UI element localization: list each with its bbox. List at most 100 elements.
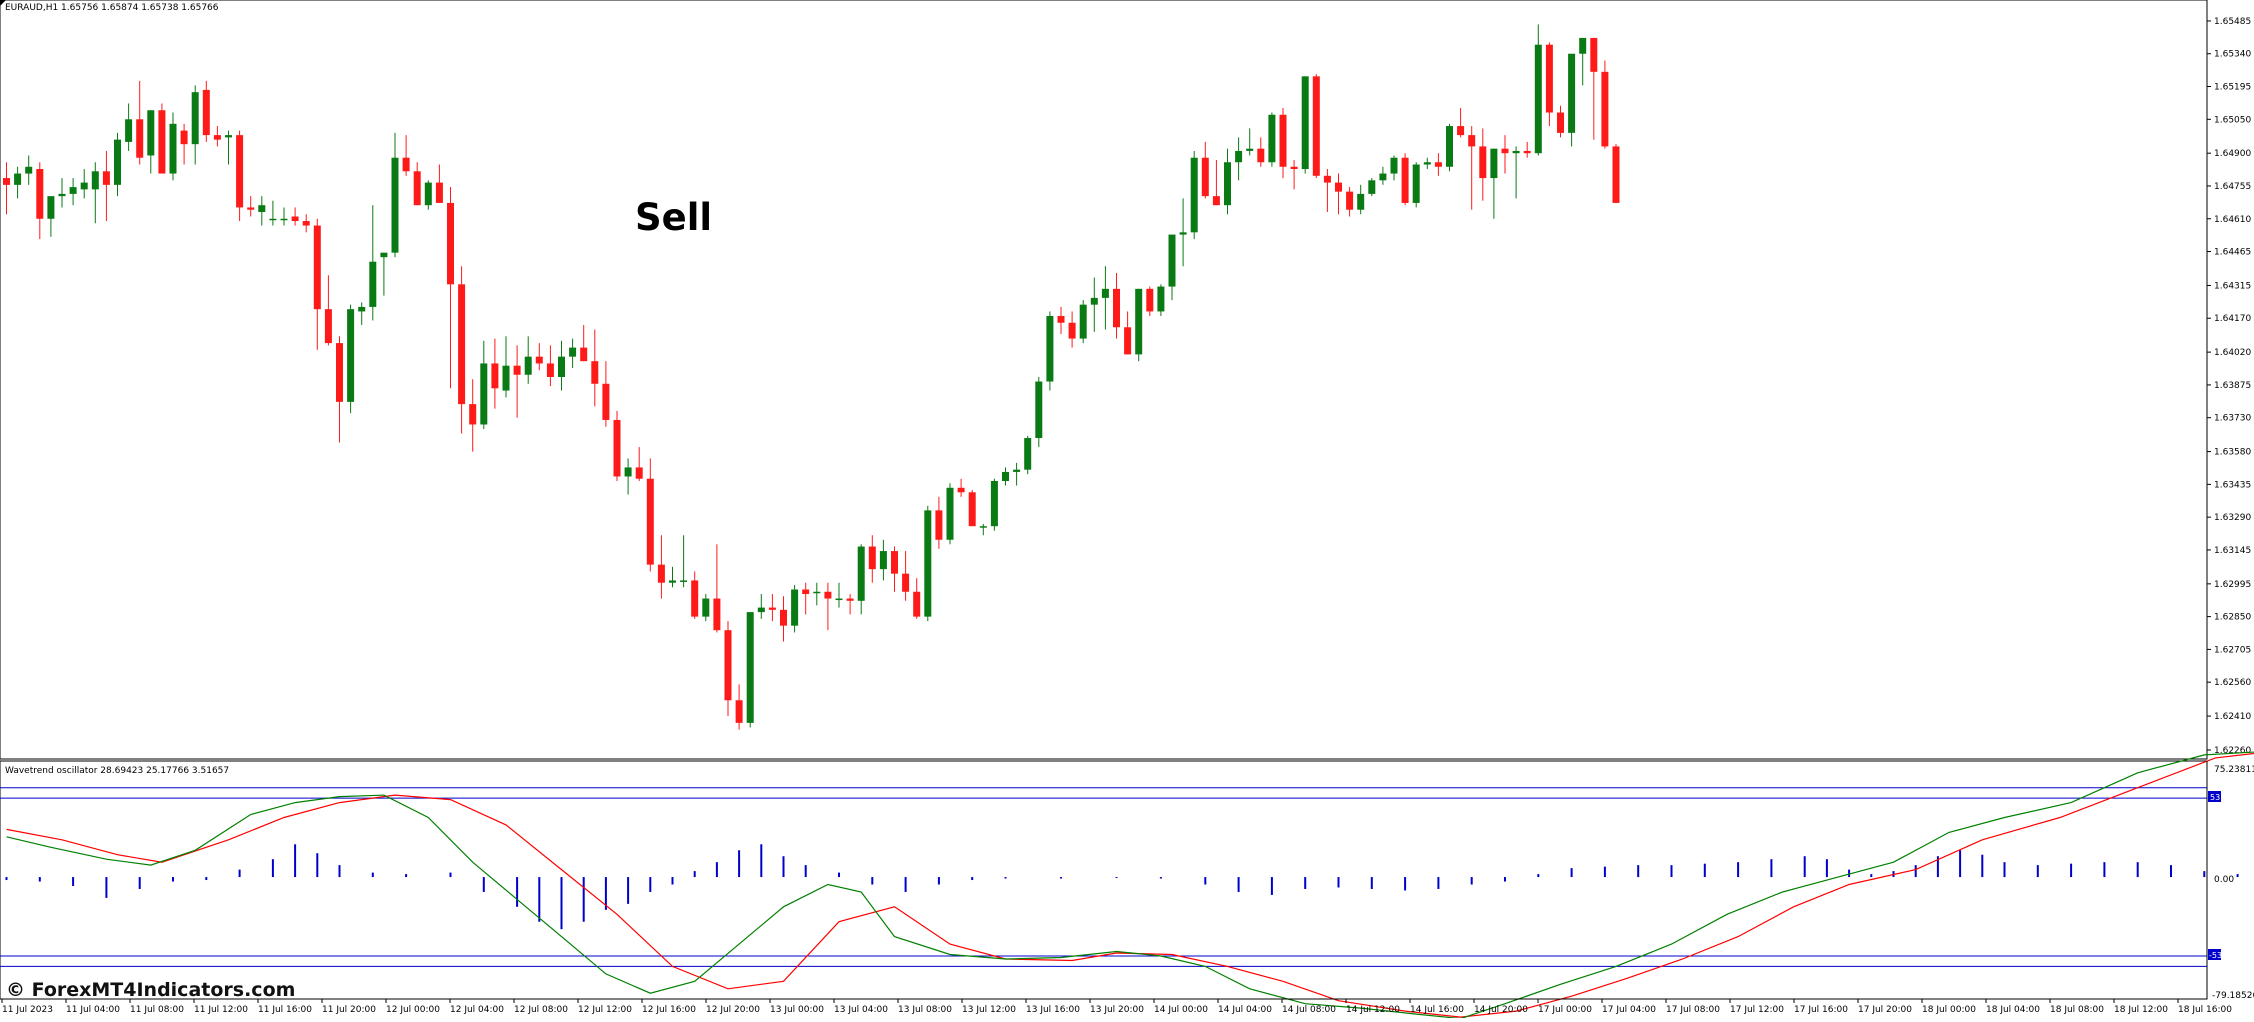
osc-histogram-bar xyxy=(694,871,696,877)
osc-histogram-bar xyxy=(1504,877,1506,881)
candle-body xyxy=(491,363,498,388)
osc-histogram-bar xyxy=(738,850,740,877)
time-axis-label: 17 Jul 16:00 xyxy=(1794,1005,1848,1015)
osc-histogram-bar xyxy=(971,877,973,880)
candle-body xyxy=(1579,38,1586,54)
candle-body xyxy=(247,207,254,209)
osc-histogram-bar xyxy=(783,856,785,877)
price-axis-label: 1.63290 xyxy=(2214,513,2251,523)
osc-histogram-bar xyxy=(1537,874,1539,877)
candle-body xyxy=(1113,289,1120,327)
candle-body xyxy=(1235,151,1242,162)
candle-body xyxy=(480,363,487,424)
candle-body xyxy=(347,309,354,402)
time-axis-label: 17 Jul 00:00 xyxy=(1538,1005,1592,1015)
candle-body xyxy=(902,574,909,592)
candle-body xyxy=(1035,382,1042,439)
candle-body xyxy=(114,140,121,185)
candle-body xyxy=(1391,158,1398,174)
price-axis-label: 1.65340 xyxy=(2214,50,2251,60)
osc-histogram-bar xyxy=(1571,868,1573,877)
candle xyxy=(947,483,954,544)
time-axis-label: 11 Jul 12:00 xyxy=(194,1005,248,1015)
candle-body xyxy=(1535,45,1542,154)
candle xyxy=(791,585,798,632)
candle-body xyxy=(1069,323,1076,339)
candle-body xyxy=(824,592,831,599)
osc-histogram-bar xyxy=(1870,874,1872,877)
candle-body xyxy=(758,608,765,613)
osc-histogram-bar xyxy=(483,877,485,892)
candle-body xyxy=(514,366,521,375)
price-axis-label: 1.63435 xyxy=(2214,480,2251,490)
time-axis-label: 13 Jul 16:00 xyxy=(1026,1005,1080,1015)
candle-body xyxy=(913,592,920,617)
time-axis-label: 12 Jul 12:00 xyxy=(578,1005,632,1015)
candle xyxy=(1135,289,1142,361)
time-axis-label: 12 Jul 04:00 xyxy=(450,1005,504,1015)
candle-body xyxy=(991,481,998,526)
candle-body xyxy=(1091,298,1098,305)
price-axis-label: 1.63730 xyxy=(2214,414,2251,424)
price-axis-label: 1.62410 xyxy=(2214,712,2251,722)
candle xyxy=(969,490,976,526)
time-axis-label: 13 Jul 20:00 xyxy=(1090,1005,1144,1015)
candle-body xyxy=(1546,45,1553,113)
candle-body xyxy=(469,404,476,424)
candle-body xyxy=(203,90,210,135)
osc-histogram-bar xyxy=(1671,865,1673,877)
candle-body xyxy=(658,565,665,583)
candle xyxy=(1413,162,1420,207)
candle-body xyxy=(136,119,143,157)
time-axis-label: 14 Jul 00:00 xyxy=(1154,1005,1208,1015)
time-axis-label: 11 Jul 2023 xyxy=(2,1005,53,1015)
candle-body xyxy=(791,589,798,625)
candle xyxy=(1568,54,1575,147)
osc-histogram-bar xyxy=(72,877,74,886)
candle-body xyxy=(225,135,232,137)
candle-body xyxy=(736,700,743,723)
osc-histogram-bar xyxy=(627,877,629,904)
candle xyxy=(1302,76,1309,173)
candle-body xyxy=(1335,183,1342,192)
candle-body xyxy=(636,467,643,478)
candle xyxy=(1601,61,1608,149)
osc-histogram-bar xyxy=(39,877,41,881)
candle-body xyxy=(1224,162,1231,205)
candle-body xyxy=(392,158,399,253)
candle xyxy=(203,81,210,142)
candle-body xyxy=(1291,167,1298,169)
candle-body xyxy=(647,479,654,565)
candle-body xyxy=(1368,180,1375,194)
osc-histogram-bar xyxy=(1204,877,1206,884)
osc-histogram-bar xyxy=(538,877,540,922)
candle-body xyxy=(547,363,554,377)
sell-annotation: Sell xyxy=(635,196,712,239)
price-axis-label: 1.62705 xyxy=(2214,645,2251,655)
osc-histogram-bar xyxy=(1160,877,1162,878)
candle-body xyxy=(525,357,532,375)
price-axis-label: 1.64020 xyxy=(2214,348,2251,358)
time-axis-label: 14 Jul 08:00 xyxy=(1282,1005,1336,1015)
candle-body xyxy=(403,158,410,172)
osc-histogram-bar xyxy=(1238,877,1240,892)
candle-body xyxy=(70,187,77,194)
candle-body xyxy=(81,183,88,190)
candle-body xyxy=(1280,115,1287,167)
candle-body xyxy=(125,119,132,142)
candle-body xyxy=(14,174,21,185)
candle xyxy=(1080,300,1087,343)
candle-body xyxy=(1157,287,1164,312)
candle-body xyxy=(236,135,243,207)
osc-histogram-bar xyxy=(1371,877,1373,889)
candle-body xyxy=(958,488,965,493)
candle xyxy=(1446,124,1453,171)
osc-histogram-bar xyxy=(716,862,718,877)
candle-body xyxy=(1024,438,1031,470)
candle-body xyxy=(1346,192,1353,210)
candle-body xyxy=(847,599,854,601)
osc-histogram-bar xyxy=(239,870,241,877)
candle-body xyxy=(1046,316,1053,382)
